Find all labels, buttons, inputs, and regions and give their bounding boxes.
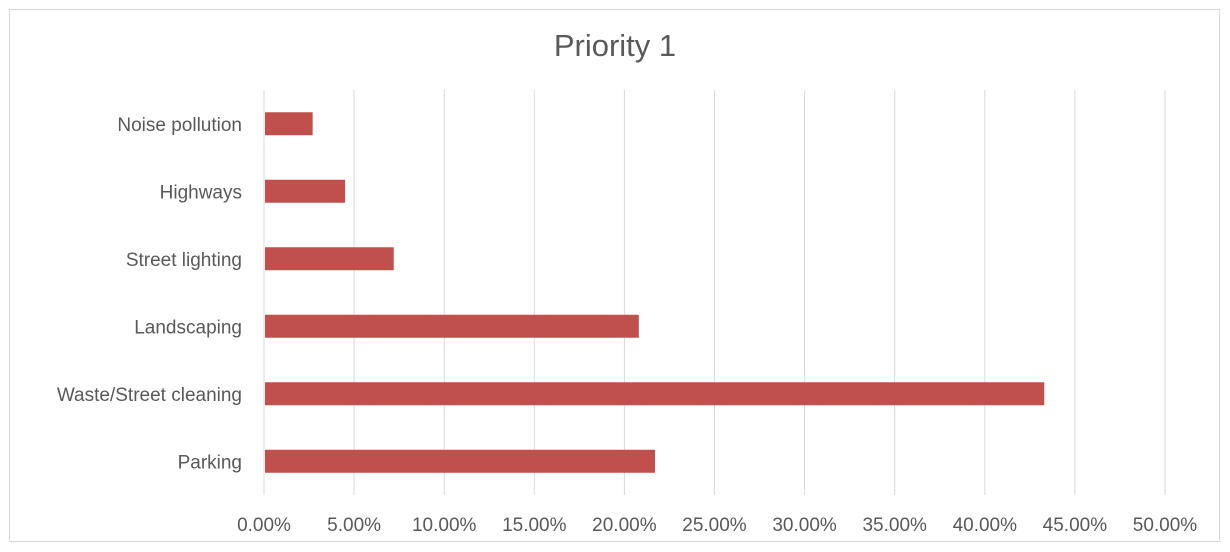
- gridlines: [263, 90, 1166, 495]
- x-tick-labels: 0.00% 5.00% 10.00% 15.00% 20.00% 25.00% 30.00%…: [237, 515, 1197, 536]
- x-tick-label: 45.00%: [1043, 515, 1108, 536]
- bar: [265, 449, 656, 473]
- x-tick-label: 50.00%: [1133, 515, 1198, 536]
- x-tick-label: 20.00%: [592, 515, 657, 536]
- category-label: Landscaping: [134, 317, 242, 338]
- category-label: Noise pollution: [117, 115, 242, 136]
- category-label: Waste/Street cleaning: [57, 385, 242, 406]
- category-label: Street lighting: [126, 250, 242, 271]
- x-tick-label: 15.00%: [502, 515, 567, 536]
- x-tick-label: 30.00%: [772, 515, 837, 536]
- category-label: Highways: [160, 182, 242, 203]
- category-labels: Parking Waste/Street cleaning Landscaping S…: [57, 115, 242, 474]
- x-tick-label: 10.00%: [412, 515, 477, 536]
- bars: [265, 112, 1045, 473]
- bar: [265, 112, 313, 136]
- x-tick-label: 35.00%: [862, 515, 927, 536]
- bar: [265, 179, 346, 203]
- x-tick-label: 5.00%: [327, 515, 381, 536]
- x-tick-label: 25.00%: [682, 515, 747, 536]
- bar: [265, 314, 639, 338]
- category-label: Parking: [178, 452, 242, 473]
- bar: [265, 247, 394, 271]
- bar: [265, 382, 1045, 406]
- x-tick-label: 0.00%: [237, 515, 291, 536]
- x-tick-label: 40.00%: [953, 515, 1018, 536]
- chart-title: Priority 1: [553, 28, 677, 63]
